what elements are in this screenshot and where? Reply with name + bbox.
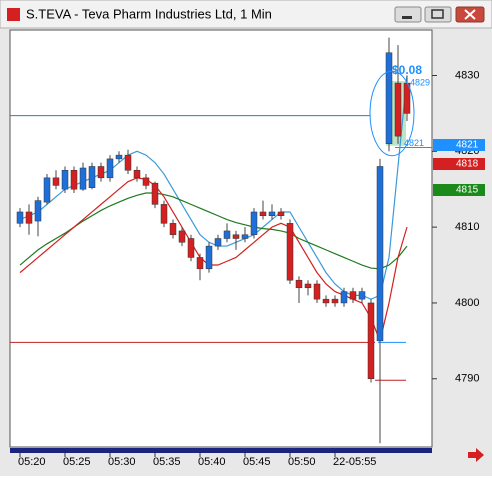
price-tag (433, 139, 485, 151)
indicator-line (19, 192, 408, 270)
x-tick-label: 05:30 (108, 456, 136, 468)
x-tick-label: 22-05:55 (333, 456, 376, 468)
candle-body (124, 154, 132, 171)
minimize-glyph (402, 16, 412, 19)
candle-body (169, 223, 177, 235)
candle-body (43, 177, 51, 203)
range-high-label: 4829 (410, 77, 430, 87)
candle-body (79, 167, 87, 190)
candle-body (178, 230, 186, 243)
candle-body (340, 291, 348, 304)
candle-body (268, 211, 276, 217)
x-tick-label: 05:50 (288, 456, 316, 468)
y-tick-label: 4830 (455, 69, 479, 81)
candle-body (250, 211, 258, 235)
candle-body (367, 302, 375, 380)
candle-body (259, 211, 267, 217)
x-tick-label: 05:40 (198, 456, 226, 468)
candle-body (61, 170, 69, 190)
price-tag (433, 158, 485, 170)
y-tick-label: 4800 (455, 297, 479, 309)
candle-body (142, 177, 150, 186)
x-tick-label: 05:20 (18, 456, 46, 468)
candle-body (277, 211, 285, 217)
candle-body (295, 279, 303, 289)
candle-body (331, 298, 339, 304)
candle-body (286, 223, 294, 281)
candle-body (214, 238, 222, 247)
candle-body (133, 170, 141, 179)
candle-body (97, 166, 105, 179)
candle-body (232, 234, 240, 239)
candle-body (151, 182, 159, 205)
minimize-button[interactable] (394, 6, 422, 23)
candle-body (160, 204, 168, 224)
candle-body (241, 234, 249, 239)
candle-body (106, 158, 114, 179)
maximize-glyph (431, 9, 444, 19)
candle-body (34, 200, 42, 222)
x-tick-label: 05:25 (63, 456, 91, 468)
candle-body (223, 230, 231, 239)
x-tick-label: 05:45 (243, 456, 271, 468)
candle-body (394, 82, 402, 137)
y-tick-label: 4810 (455, 221, 479, 233)
candle-body (115, 154, 123, 160)
price-change-label: $0.08 (392, 63, 422, 77)
candle-body (313, 283, 321, 300)
window-title: S.TEVA - Teva Pharm Industries Ltd, 1 Mi… (26, 6, 272, 21)
close-glyph (464, 9, 476, 20)
window-icon (7, 8, 20, 21)
candle-body (205, 245, 213, 270)
candle-body (88, 166, 96, 188)
price-tag-label: 4818 (456, 159, 479, 170)
candle-body (349, 291, 357, 300)
candle-body (70, 170, 78, 190)
candle-body (16, 211, 24, 224)
x-tick-label: 05:35 (153, 456, 181, 468)
candle-body (385, 52, 393, 144)
price-tag-label: 4815 (456, 185, 479, 196)
candle-body (304, 283, 312, 289)
price-tag (433, 184, 485, 196)
time-scroll-bar[interactable] (10, 448, 432, 453)
candle-body (196, 257, 204, 270)
candle-body (322, 298, 330, 304)
candle-body (52, 177, 60, 186)
selection-oval (369, 70, 415, 157)
y-tick-label: 4790 (455, 373, 479, 385)
range-low-label: 4821 (404, 138, 424, 148)
candle-body (358, 291, 366, 300)
scroll-arrow[interactable] (468, 448, 484, 462)
candle-body (376, 166, 384, 342)
candle-body (187, 238, 195, 258)
price-tag-label: 4821 (456, 140, 479, 151)
candle-body (25, 211, 33, 224)
